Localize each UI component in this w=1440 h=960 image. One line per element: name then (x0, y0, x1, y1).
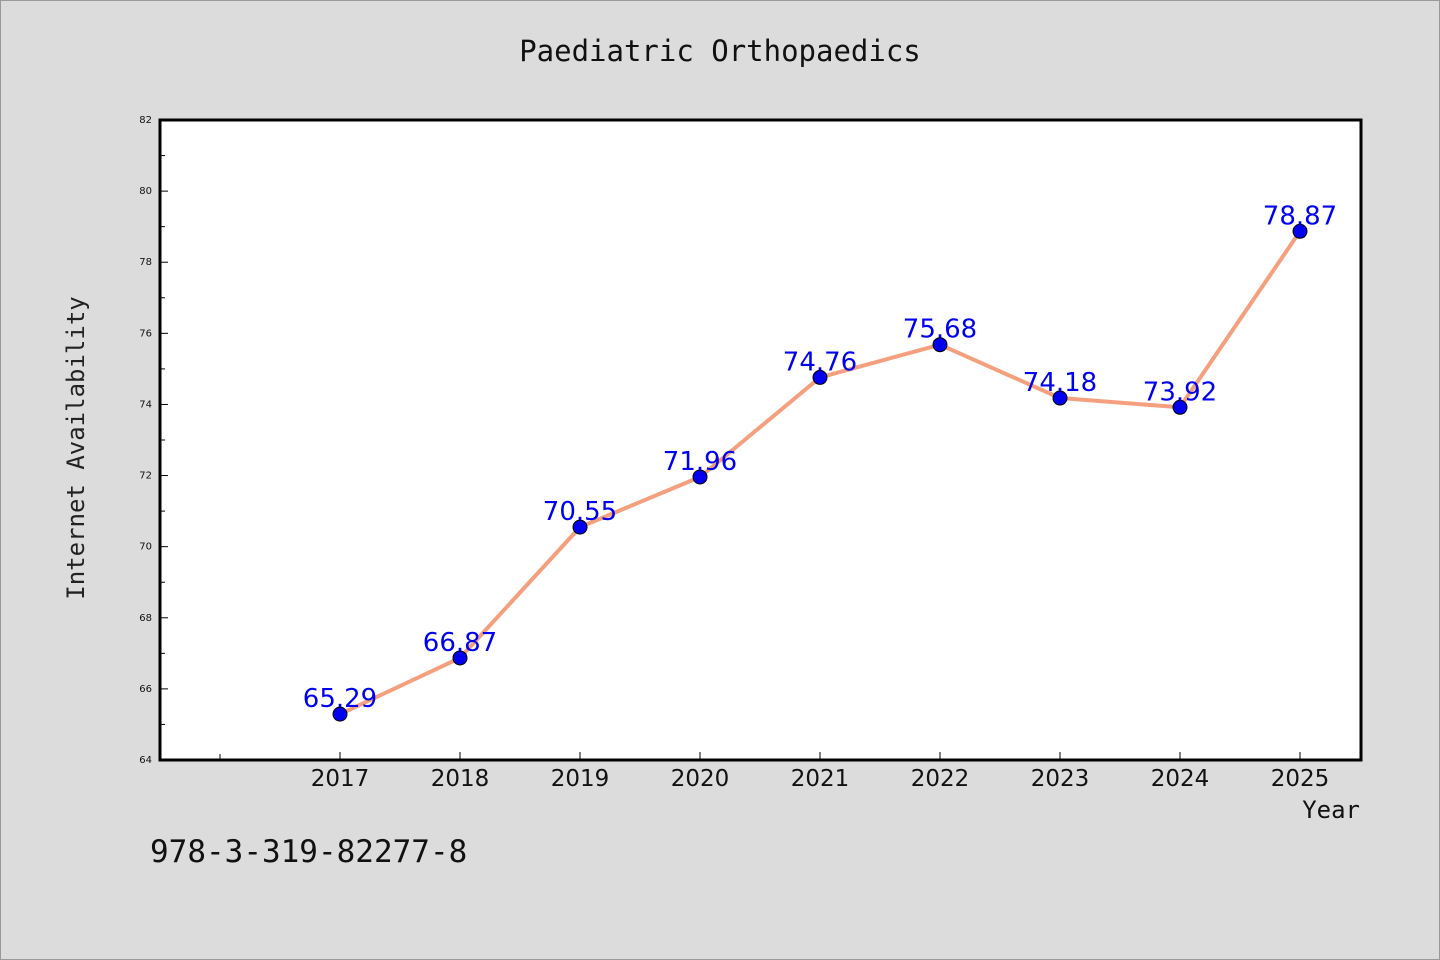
y-tick-label: 64 (139, 755, 152, 766)
x-tick-label: 2018 (431, 766, 490, 792)
data-point (1292, 223, 1308, 239)
data-label: 74.18 (1023, 368, 1097, 398)
data-label: 71.96 (663, 447, 737, 477)
x-tick-label: 2021 (791, 766, 850, 792)
data-point (572, 519, 588, 535)
y-tick-label: 68 (139, 613, 152, 624)
y-tick-label: 74 (139, 399, 152, 410)
x-tick-label: 2017 (311, 766, 370, 792)
y-tick-label: 70 (139, 542, 152, 553)
y-tick-label: 80 (139, 186, 152, 197)
y-tick-label: 76 (139, 328, 152, 339)
x-axis-label: Year (1302, 796, 1360, 824)
x-tick-label: 2019 (551, 766, 610, 792)
data-point (1172, 399, 1188, 415)
x-tick-label: 2025 (1271, 766, 1330, 792)
data-point (812, 369, 828, 385)
data-point (452, 650, 468, 666)
y-tick-label: 78 (139, 257, 152, 268)
data-label: 65.29 (303, 684, 377, 714)
data-label: 75.68 (903, 315, 977, 345)
chart-title: Paediatric Orthopaedics (519, 34, 921, 68)
y-tick-label: 82 (139, 115, 152, 126)
data-label: 74.76 (783, 347, 857, 377)
y-tick-label: 66 (139, 684, 152, 695)
y-tick-label: 72 (139, 471, 152, 482)
x-tick-label: 2024 (1151, 766, 1210, 792)
data-label: 73.92 (1143, 377, 1217, 407)
x-tick-label: 2023 (1031, 766, 1090, 792)
data-label: 66.87 (423, 628, 497, 658)
x-tick-label: 2020 (671, 766, 730, 792)
footnote-isbn: 978-3-319-82277-8 (150, 834, 468, 870)
data-point (1052, 390, 1068, 406)
x-tick-label: 2022 (911, 766, 970, 792)
data-point (692, 469, 708, 485)
plot-area (158, 118, 1363, 762)
data-label: 78.87 (1263, 201, 1337, 231)
data-point (932, 337, 948, 353)
data-label: 70.55 (543, 497, 617, 527)
data-point (332, 706, 348, 722)
